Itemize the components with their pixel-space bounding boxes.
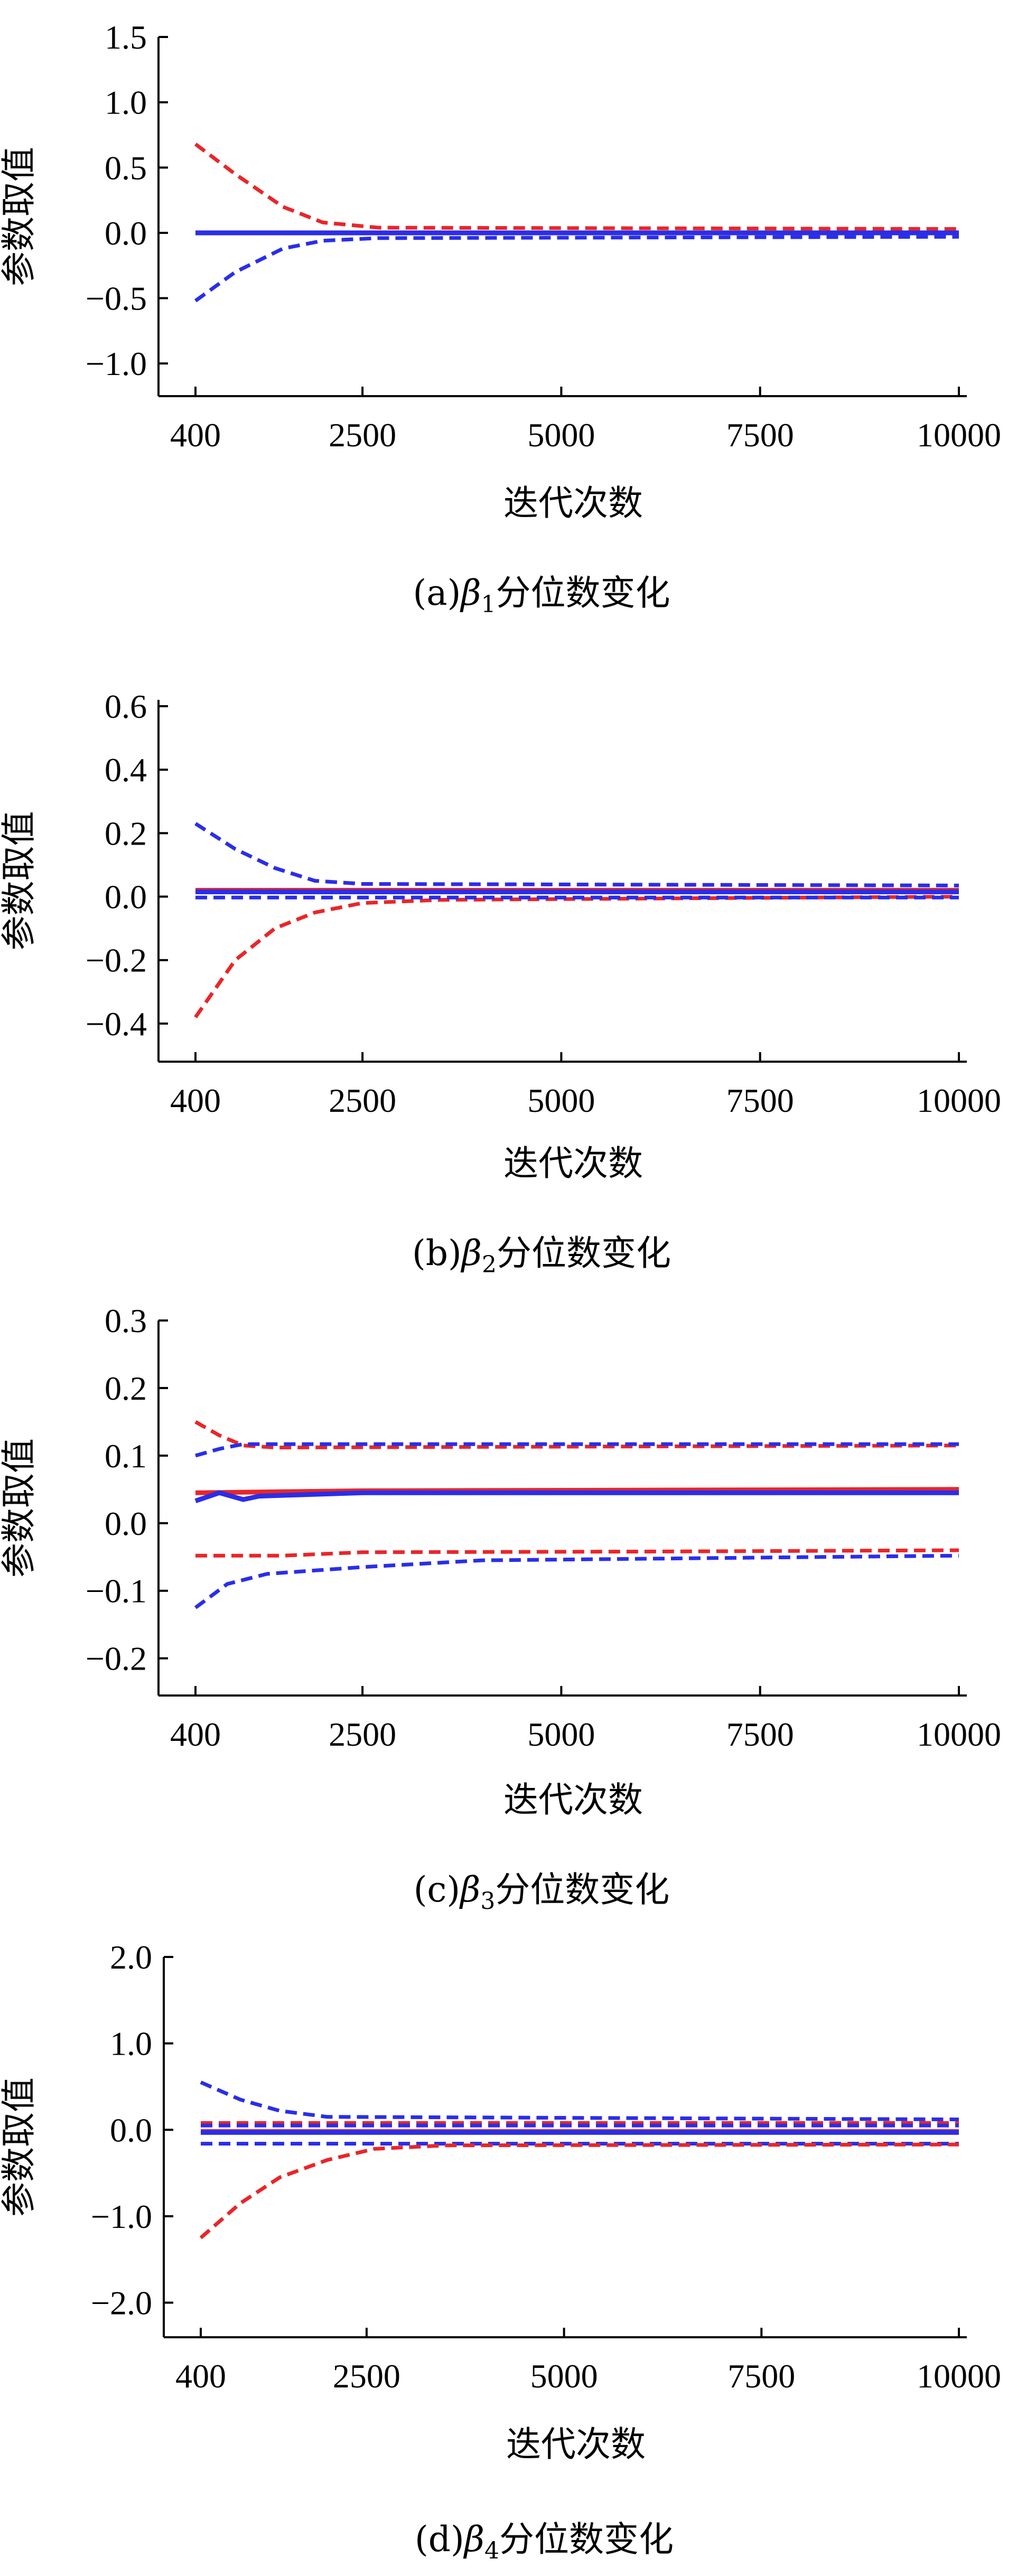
y-tick-label: 1.0 [105, 84, 147, 121]
y-tick-label: 0.5 [105, 149, 147, 186]
y-tick-label: −0.5 [86, 280, 147, 317]
x-tick-label: 7500 [727, 2357, 795, 2395]
x-tick-label: 7500 [726, 416, 794, 454]
y-tick-label: −0.1 [86, 1572, 147, 1610]
y-tick-label: 0.0 [105, 1505, 147, 1542]
series-line-1 [194, 143, 959, 231]
y-tick-label: −2.0 [91, 2284, 152, 2322]
y-axis-title: 参数取值 [0, 811, 39, 951]
y-tick-label: 0.2 [105, 814, 147, 852]
series-line-5 [195, 1548, 959, 1558]
y-tick-label: −0.4 [86, 1005, 147, 1043]
x-tick-label: 2500 [329, 416, 396, 454]
y-tick-label: 2.0 [110, 1938, 152, 1976]
x-tick-label: 10000 [917, 416, 1001, 454]
panel-caption: (c)β3分位数变化 [414, 1869, 670, 1915]
y-tick-label: −1.0 [91, 2198, 152, 2235]
x-tick-label: 10000 [917, 1082, 1001, 1119]
series-line-6 [194, 1553, 959, 1609]
x-tick-label: 10000 [917, 1716, 1001, 1753]
y-tick-label: −0.2 [86, 1640, 147, 1678]
x-tick-label: 400 [175, 2357, 226, 2395]
x-tick-label: 2500 [329, 1082, 396, 1119]
y-axis-title: 参数取值 [0, 147, 39, 286]
x-tick-label: 7500 [726, 1082, 794, 1119]
panel-caption: (a)β1分位数变化 [413, 573, 670, 618]
y-tick-label: 0.1 [105, 1437, 147, 1475]
y-tick-label: 0.3 [105, 1302, 147, 1339]
x-tick-label: 5000 [527, 1082, 595, 1119]
x-tick-label: 2500 [333, 2357, 400, 2395]
chart-panel-3: 0.3 0.2 0.1 0.0 −0.1 −0.2 400 2500 5000 7500 10000… [0, 1302, 1001, 1915]
y-tick-label: −1.0 [86, 345, 147, 382]
x-tick-label: 2500 [329, 1716, 396, 1753]
x-axis-title: 迭代次数 [506, 2424, 646, 2465]
x-axis-title: 迭代次数 [503, 1779, 643, 1820]
x-tick-label: 400 [170, 1082, 221, 1119]
y-axis-title: 参数取值 [0, 1438, 39, 1578]
y-tick-label: 0.0 [105, 214, 147, 252]
x-tick-label: 10000 [917, 2357, 1001, 2395]
series-line-1 [194, 822, 959, 887]
y-tick-label: −0.2 [86, 942, 147, 979]
x-tick-label: 5000 [527, 416, 595, 454]
x-axis-title: 迭代次数 [503, 483, 643, 523]
series-line-1 [200, 2081, 959, 2122]
x-tick-label: 400 [170, 1716, 221, 1753]
y-axis-title: 参数取值 [0, 2077, 39, 2217]
panel-caption: (b)β2分位数变化 [412, 1233, 671, 1278]
y-tick-label: 0.6 [105, 688, 147, 725]
y-tick-label: 0.0 [105, 878, 147, 916]
y-tick-label: 0.0 [110, 2111, 152, 2149]
series-line-1 [194, 1420, 959, 1450]
chart-panel-4: 2.0 1.0 0.0 −1.0 −2.0 400 2500 5000 7500 10000 参数取… [0, 1938, 1001, 2564]
series-line-2 [194, 235, 959, 303]
panel-caption: (d)β4分位数变化 [415, 2519, 674, 2564]
x-tick-label: 7500 [726, 1716, 794, 1753]
series-line-4 [194, 1490, 959, 1503]
x-tick-label: 400 [170, 416, 221, 454]
y-tick-label: 0.4 [105, 751, 147, 789]
x-axis-title: 迭代次数 [503, 1143, 643, 1184]
x-tick-label: 5000 [527, 1716, 595, 1753]
y-tick-label: 1.5 [105, 18, 147, 56]
chart-panel-1: 1.5 1.0 0.5 0.0 −0.5 −1.0 400 2500 5000 7500 10000… [0, 18, 1001, 618]
y-tick-label: 1.0 [110, 2025, 152, 2063]
series-line-7 [199, 2142, 959, 2240]
chart-panel-2: 0.6 0.4 0.2 0.0 −0.2 −0.4 400 2500 5000 7500 10000… [0, 688, 1001, 1278]
x-tick-label: 5000 [530, 2357, 598, 2395]
series-line-2 [194, 895, 959, 1018]
y-tick-label: 0.2 [105, 1370, 147, 1407]
series-line-2 [195, 1442, 959, 1458]
